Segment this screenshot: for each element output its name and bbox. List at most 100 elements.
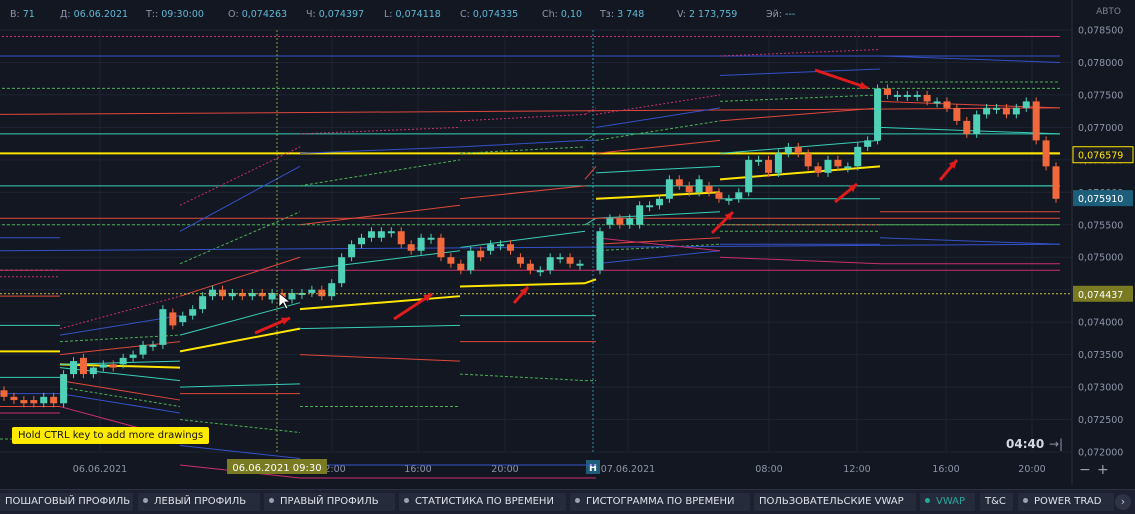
chevron-right-icon[interactable]: ›: [1115, 494, 1131, 510]
y-tick-label: 0,075500: [1078, 220, 1123, 231]
candle: [377, 231, 385, 238]
candle: [119, 357, 127, 365]
tab-label: ЛЕВЫЙ ПРОФИЛЬ: [154, 496, 247, 507]
band-mid-up: [595, 139, 721, 154]
y-tick-label: 0,078500: [1078, 26, 1123, 37]
x-tick-label: 06.06.2021: [73, 464, 127, 475]
candle: [149, 344, 157, 347]
info-value: 3 748: [617, 9, 645, 20]
y-tick-label: 0,073000: [1078, 383, 1123, 394]
info-item: L: 0,074118: [384, 9, 441, 20]
candle: [725, 198, 733, 201]
info-value: 0,074335: [472, 9, 519, 20]
tab-статистика-по-времени[interactable]: СТАТИСТИКА ПО ВРЕМЕНИ: [399, 493, 566, 511]
candle: [883, 88, 891, 95]
candle: [685, 185, 693, 193]
candle: [218, 289, 226, 297]
info-label: В:: [10, 9, 23, 20]
candle: [169, 312, 177, 326]
x-tick-label: 20:00: [1018, 464, 1045, 475]
x-tick-label: 08:00: [755, 464, 782, 475]
tab-label: VWAP: [936, 496, 966, 507]
info-value: 2 173,759: [688, 9, 738, 20]
x-tick-label: 12:00: [843, 464, 870, 475]
info-item: С: 0,074335: [460, 9, 518, 20]
info-value: 06.06.2021: [73, 9, 129, 20]
bottom-toolbar: ПОШАГОВЫЙ ПРОФИЛЬ ЛЕВЫЙ ПРОФИЛЬ ПРАВЫЙ ПРО…: [0, 489, 1135, 514]
candle: [963, 120, 971, 134]
candle: [893, 94, 901, 97]
zoom-out-button[interactable]: −: [1079, 462, 1091, 478]
annotation-arrow-head: [724, 212, 733, 221]
band-far-down: [0, 243, 1061, 252]
candle: [308, 289, 316, 293]
candle: [79, 357, 87, 375]
tab-левый-профиль[interactable]: ЛЕВЫЙ ПРОФИЛЬ: [138, 493, 260, 511]
candle: [367, 231, 375, 238]
tab-label: ГИСТОГРАММА ПО ВРЕМЕНИ: [586, 496, 735, 507]
candle: [824, 159, 832, 173]
tab-пошаговый-профиль[interactable]: ПОШАГОВЫЙ ПРОФИЛЬ: [0, 493, 133, 511]
info-value: 0,074397: [318, 9, 365, 20]
band-far-down: [179, 445, 301, 459]
info-item: Ch: 0,10: [542, 9, 582, 20]
band-vwap: [595, 191, 721, 200]
band-far-up: [179, 165, 301, 232]
tab-правый-профиль[interactable]: ПРАВЫЙ ПРОФИЛЬ: [264, 493, 395, 511]
tab-power-trad[interactable]: POWER TRAD: [1018, 493, 1114, 511]
band-inner-up: [179, 302, 301, 336]
band-extreme-up: [719, 48, 881, 57]
candle: [397, 231, 405, 245]
info-item: V: 2 173,759: [677, 9, 737, 20]
tab-t-c[interactable]: T&C: [980, 493, 1013, 511]
band-outer-up: [584, 133, 597, 141]
info-item: Ч: 0,074397: [306, 9, 364, 20]
price-label-box: [1072, 146, 1134, 164]
arrow-right-bar-icon[interactable]: →|: [1049, 437, 1064, 451]
candle: [407, 244, 415, 251]
candle: [70, 361, 78, 375]
band-inner-down: [299, 324, 461, 330]
candle: [328, 283, 336, 297]
candle: [556, 257, 564, 260]
y-tick-label: 0,072000: [1078, 448, 1123, 459]
info-item: О: 0,074263: [228, 9, 287, 20]
band-inner-down: [179, 383, 301, 388]
candle: [0, 390, 8, 397]
tab-гистограмма-по-времени[interactable]: ГИСТОГРАММА ПО ВРЕМЕНИ: [570, 493, 750, 511]
price-chart[interactable]: 0,0785000,0780000,0775000,0770000,076500…: [0, 0, 1135, 485]
candle: [913, 94, 921, 97]
last-price-label: 0,075910: [1078, 194, 1123, 205]
tab-vwap[interactable]: VWAP: [920, 493, 975, 511]
candle: [506, 244, 514, 251]
candle: [99, 364, 107, 368]
band-outer-up: [179, 211, 301, 265]
tab-пользовательские-vwap[interactable]: ПОЛЬЗОВАТЕЛЬСКИЕ VWAP: [754, 493, 916, 511]
candle: [596, 231, 604, 271]
band-far-up: [595, 107, 721, 128]
candle: [983, 107, 991, 115]
mouse-cursor-icon: [278, 292, 292, 310]
band-outer-down: [59, 386, 181, 408]
auto-scale-button[interactable]: АВТО: [1096, 7, 1121, 17]
price-label-box: [1073, 190, 1133, 207]
candle: [487, 244, 495, 251]
tab-label: СТАТИСТИКА ПО ВРЕМЕНИ: [415, 496, 554, 507]
candle: [288, 292, 296, 300]
y-tick-label: 0,077000: [1078, 123, 1123, 134]
band-mid-up: [719, 107, 881, 122]
info-value: 0,074118: [395, 9, 441, 20]
band-outer-up: [459, 146, 586, 154]
crosshair-price-box: [1073, 285, 1133, 302]
band-vwap: [59, 363, 181, 369]
candle: [40, 396, 48, 404]
annotation-arrow-head: [859, 81, 868, 90]
status-dot-icon: [269, 498, 274, 503]
candle: [705, 185, 713, 193]
zoom-in-button[interactable]: +: [1097, 462, 1109, 478]
candle: [258, 292, 266, 297]
info-label: О:: [228, 9, 242, 20]
candle: [1052, 166, 1060, 199]
candle: [1042, 140, 1050, 167]
candle: [735, 192, 743, 199]
